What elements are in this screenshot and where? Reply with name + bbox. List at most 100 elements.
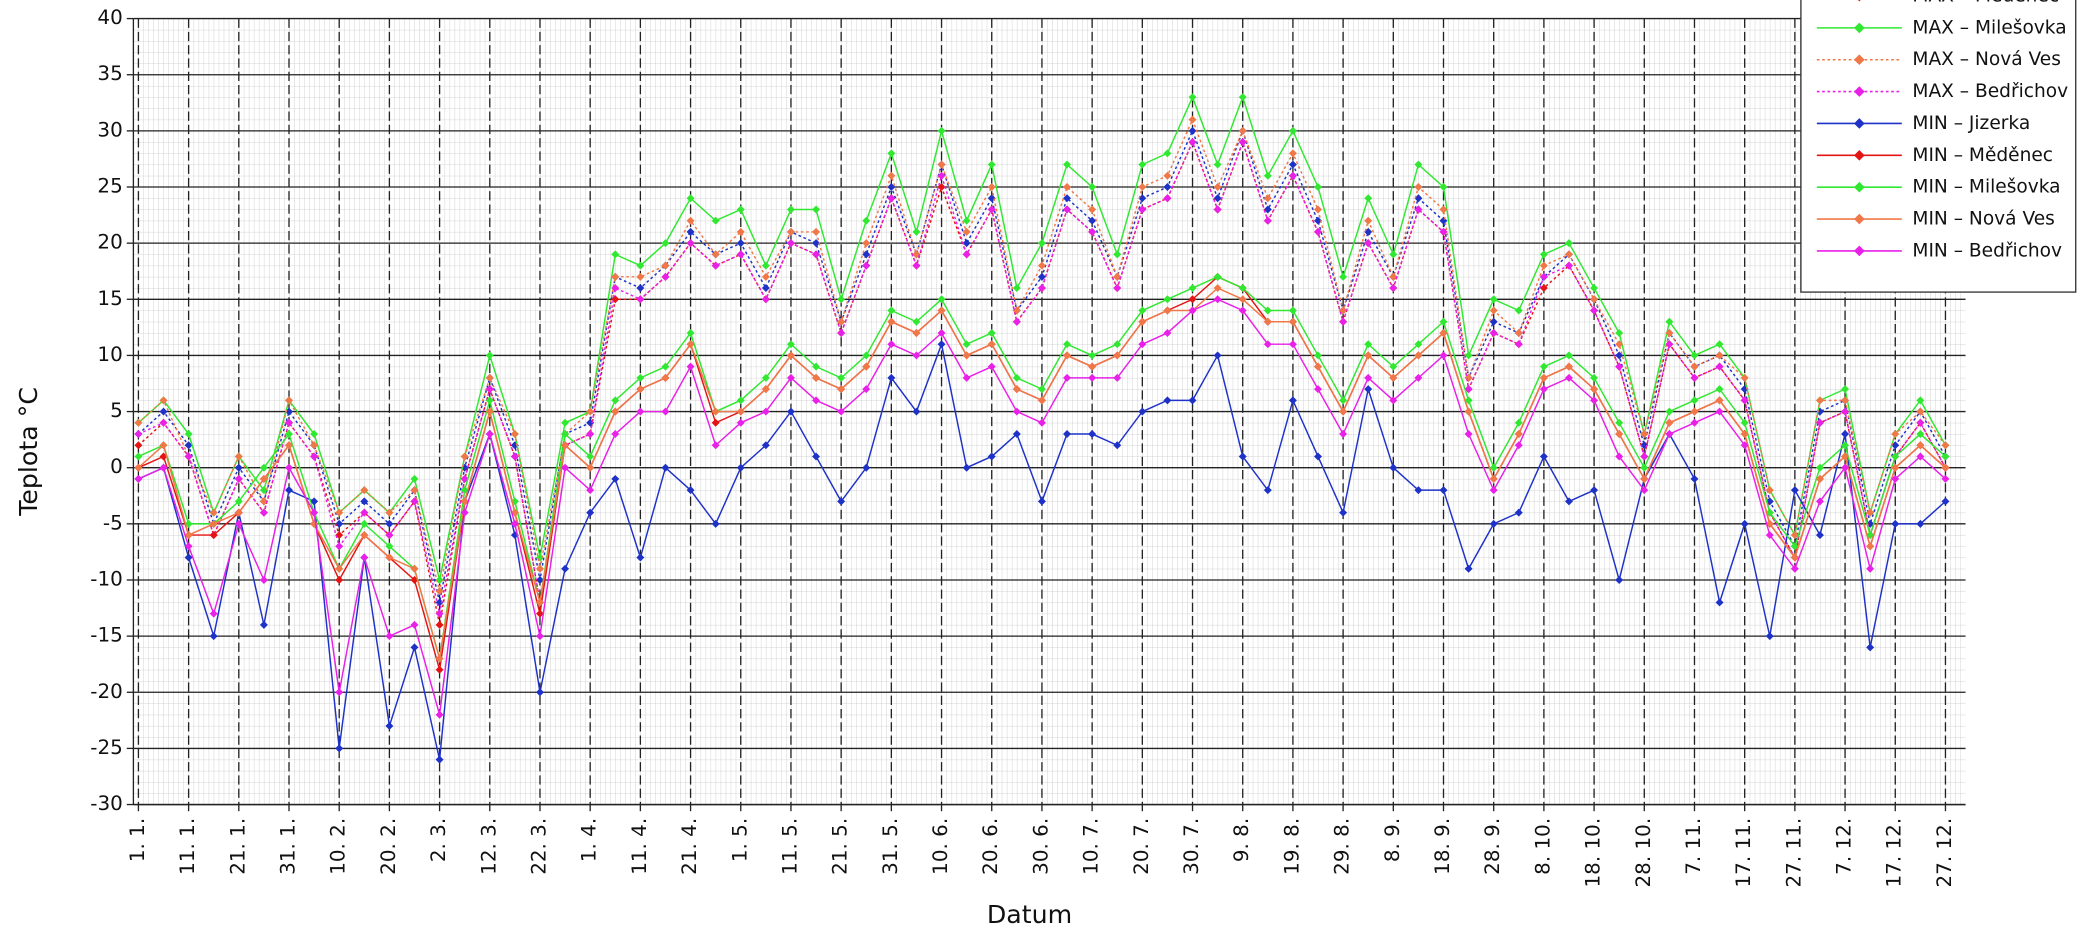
point [1063,205,1072,214]
point [535,564,544,573]
legend-marker [1854,245,1865,257]
point [1841,385,1850,394]
point [1188,284,1197,293]
point [1514,328,1523,337]
point [1489,486,1498,495]
point [1063,351,1072,360]
point [812,239,821,248]
point [1841,396,1850,405]
point [1539,272,1548,281]
point [1765,632,1774,641]
point [1514,508,1523,517]
point [360,497,369,506]
point [1916,418,1925,427]
point [736,396,745,405]
point [485,351,494,360]
point [636,373,645,382]
point [1891,474,1900,483]
point [1213,295,1222,304]
point [1615,362,1624,371]
point [1916,396,1925,405]
point [134,474,143,483]
point [812,205,821,214]
point [285,441,293,450]
point [1063,183,1072,191]
point [1916,441,1925,450]
x-tick-label: 11. 1. [176,818,199,875]
point [761,441,770,450]
y-axis-title: Teplota °C [14,387,43,517]
point [1615,328,1624,337]
point [711,250,720,259]
point [937,340,946,349]
point [1715,351,1724,360]
point [535,609,544,618]
point [460,497,469,506]
point [310,441,319,450]
point [1188,115,1197,124]
x-tick-label: 20. 2. [377,818,400,875]
point [1866,643,1875,652]
point [1514,418,1523,427]
point [586,508,595,517]
point [636,284,645,293]
point [1238,93,1247,102]
point [1715,598,1724,607]
point [1037,497,1046,506]
point [435,609,444,618]
point [1188,306,1197,315]
point [987,452,996,461]
point [184,542,193,551]
legend-marker [1857,0,1861,2]
point [1414,373,1423,382]
point [1565,497,1573,506]
x-tick-label: 10. 7. [1080,818,1103,875]
point [285,418,293,427]
point [1841,430,1850,439]
point [1489,474,1498,483]
point [611,474,620,483]
point [1439,227,1448,236]
point [259,474,268,483]
legend-label: MIN – Bedřichov [1912,240,2062,261]
point [862,463,871,472]
point [1539,452,1548,461]
point [234,452,243,461]
point [812,250,821,259]
point [1489,328,1498,337]
point [335,542,344,551]
point [1815,396,1824,405]
point [736,250,745,259]
point [786,340,795,349]
point [636,261,645,270]
point [611,284,620,293]
point [1615,430,1624,439]
point [1590,295,1599,304]
point [611,430,620,439]
point [1364,194,1373,203]
x-tick-label: 20. 7. [1130,818,1153,875]
point [259,497,268,506]
point [686,340,695,349]
point [460,508,469,517]
point [1364,351,1373,360]
x-tick-label: 7. 11. [1682,818,1705,875]
point [1439,183,1448,191]
point [1188,396,1197,405]
point [1489,295,1498,304]
point [711,407,720,416]
point [385,519,394,528]
point [184,441,193,450]
point [862,351,871,360]
point [1590,373,1599,382]
point [661,272,670,281]
point [159,396,168,405]
point [862,385,871,394]
point [1288,396,1297,405]
point [1037,385,1046,394]
point [1640,474,1649,483]
point [1690,474,1699,483]
point [1314,205,1322,214]
point [1489,463,1498,472]
point [1314,351,1322,360]
